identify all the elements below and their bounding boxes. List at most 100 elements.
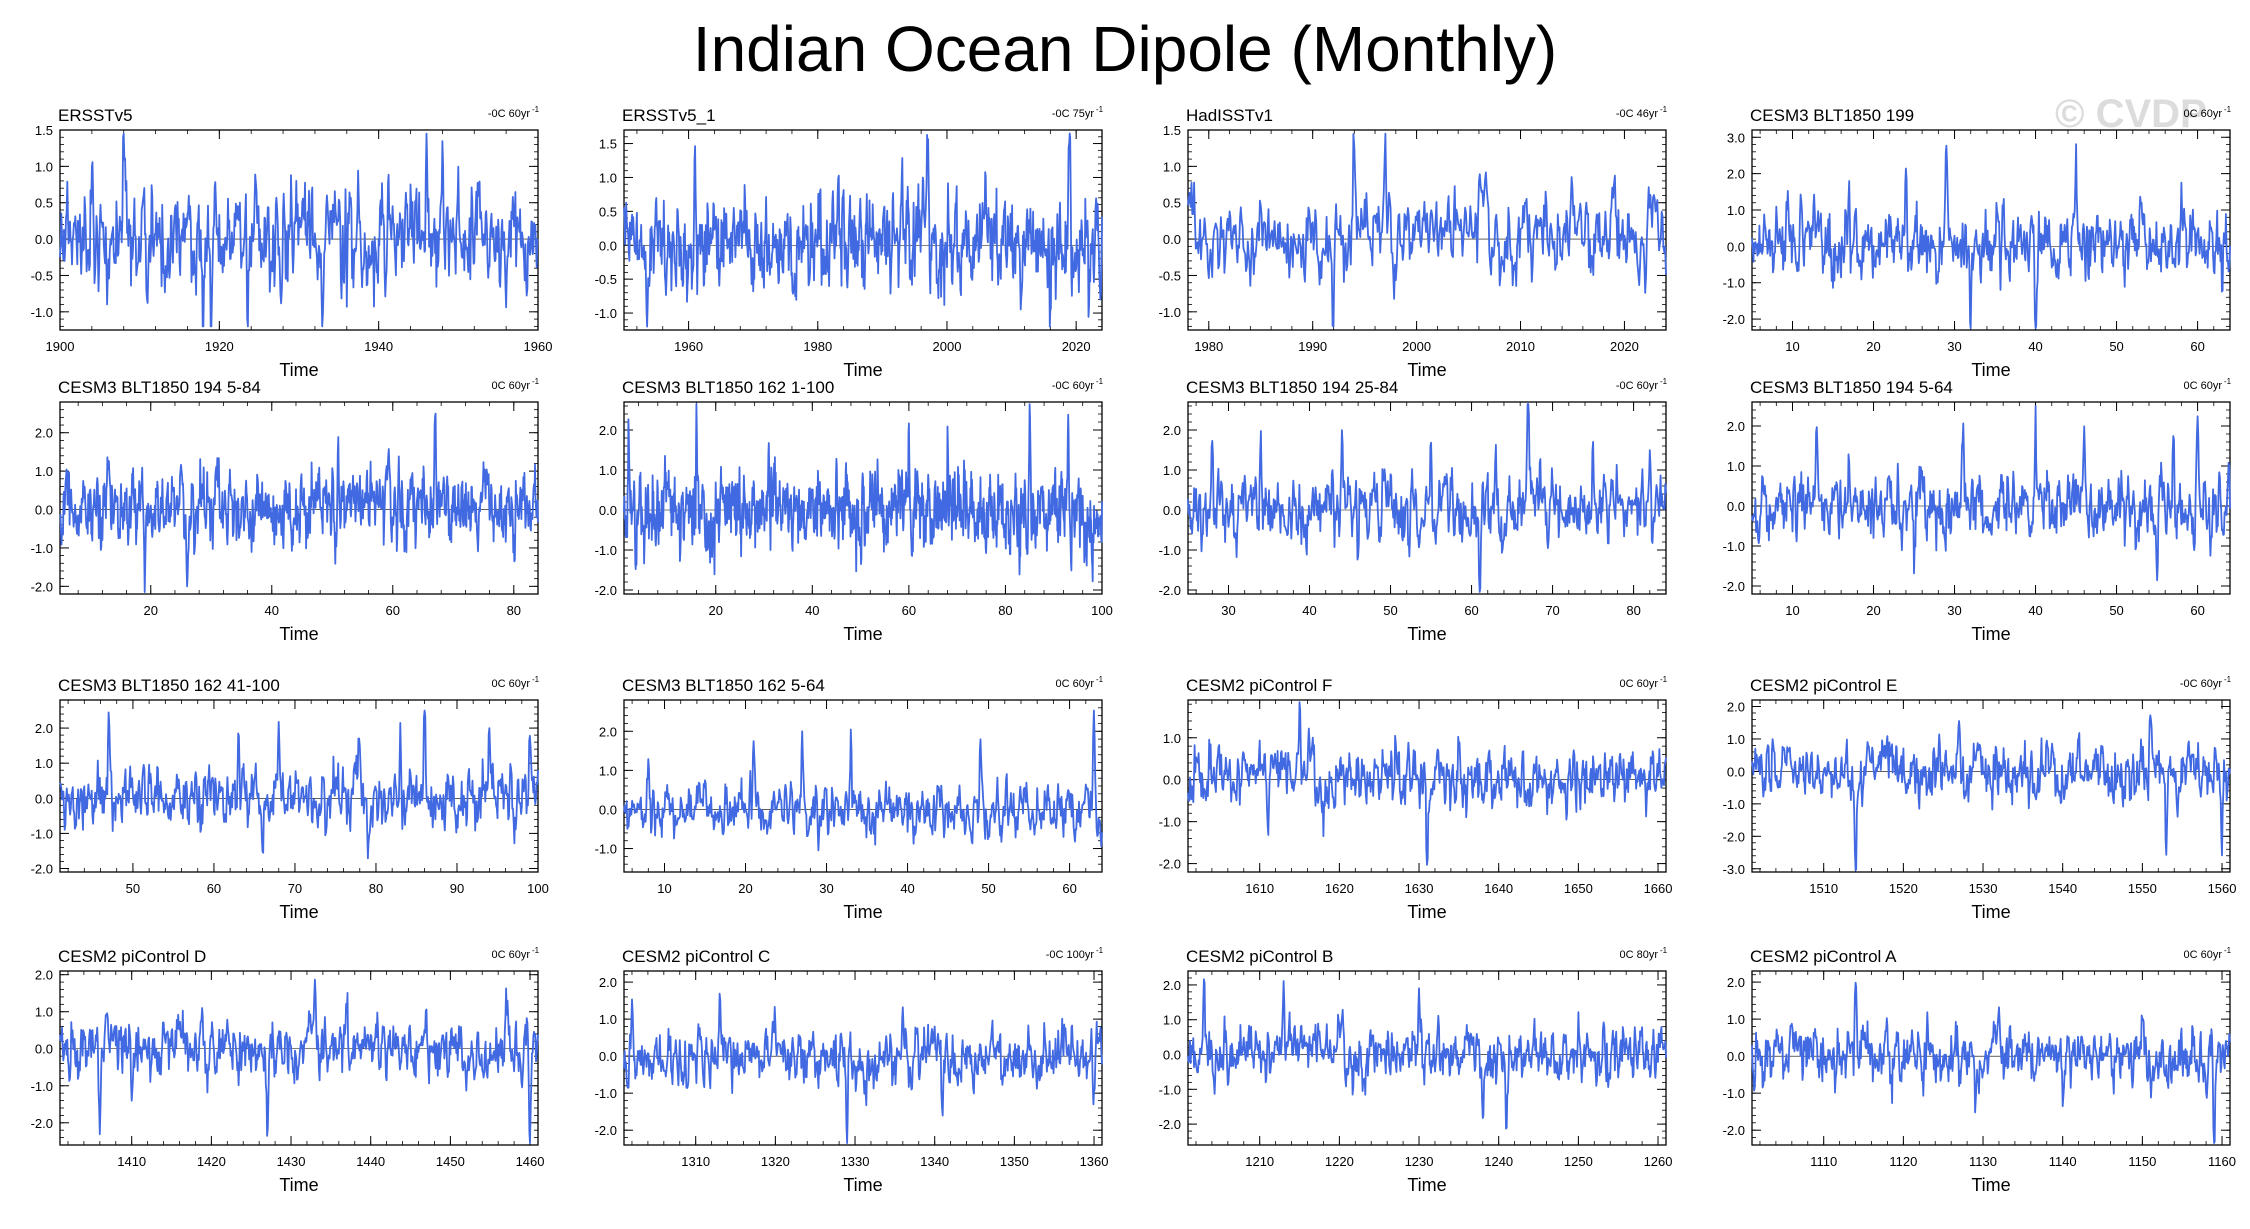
x-tick-label: 1900 <box>46 339 75 354</box>
y-tick-label: -1.0 <box>595 1086 617 1101</box>
y-tick-label: 1.0 <box>599 463 617 478</box>
x-tick-label: 1990 <box>1298 339 1327 354</box>
iod-series-line <box>59 412 539 593</box>
panel-title: CESM3 BLT1850 194 5-84 <box>58 378 261 397</box>
x-tick-label: 40 <box>265 603 279 618</box>
panel-title: CESM3 BLT1850 162 1-100 <box>622 378 834 397</box>
trend-label: 0C 60yr <box>2183 380 2222 392</box>
y-tick-label: -0.5 <box>595 272 617 287</box>
panel-title: CESM2 piControl B <box>1186 947 1333 966</box>
y-tick-label: 1.0 <box>599 763 617 778</box>
trend-label: -0C 75yr <box>1052 108 1095 120</box>
x-tick-label: 90 <box>450 881 464 896</box>
x-axis-label: Time <box>279 360 318 380</box>
iod-series-line <box>623 992 1103 1144</box>
panel-4: CESM3 BLT1850 199 0C 60yr -1 -2.0 -1.0 0.0 1.0… <box>1723 105 2232 380</box>
iod-series-line <box>623 132 1103 328</box>
trend-label: 0C 60yr <box>491 380 530 392</box>
y-tick-label: -1.0 <box>31 305 53 320</box>
y-tick-label: 2.0 <box>1727 699 1745 714</box>
trend-unit-superscript: -1 <box>1096 377 1104 386</box>
y-tick-label: 1.0 <box>1727 203 1745 218</box>
y-tick-label: 1.0 <box>35 159 53 174</box>
x-tick-label: 1310 <box>681 1154 710 1169</box>
y-tick-label: 0.0 <box>1163 232 1181 247</box>
y-tick-label: 1.0 <box>599 1012 617 1027</box>
x-tick-label: 1510 <box>1809 881 1838 896</box>
x-tick-label: 1540 <box>2048 881 2077 896</box>
y-tick-label: 2.0 <box>1727 419 1745 434</box>
trend-label: -0C 60yr <box>1052 380 1095 392</box>
y-tick-label: -2.0 <box>1159 857 1181 872</box>
y-tick-label: 0.0 <box>1727 1049 1745 1064</box>
panel-1: ERSSTv5 -0C 60yr -1 -1.0 -0.5 0.0 0.5 1.0 1.5 190… <box>31 105 553 380</box>
x-tick-label: 1230 <box>1405 1154 1434 1169</box>
x-tick-label: 2020 <box>1062 339 1091 354</box>
y-tick-label: -0.5 <box>31 268 53 283</box>
x-tick-label: 100 <box>527 881 549 896</box>
plot-frame <box>1751 699 2231 873</box>
trend-unit-superscript: -1 <box>2224 105 2232 114</box>
iod-series-line <box>1751 143 2231 330</box>
panel-13: CESM2 piControl D 0C 60yr -1 -2.0 -1.0 0.0 1.0… <box>31 946 545 1195</box>
x-tick-label: 70 <box>1545 603 1559 618</box>
x-tick-label: 1920 <box>205 339 234 354</box>
x-tick-label: 1960 <box>524 339 553 354</box>
x-tick-label: 80 <box>507 603 521 618</box>
trend-label: 0C 60yr <box>2183 949 2222 961</box>
x-tick-label: 1150 <box>2128 1154 2156 1169</box>
y-tick-label: 0.5 <box>599 204 617 219</box>
x-tick-label: 1330 <box>841 1154 870 1169</box>
trend-unit-superscript: -1 <box>2224 377 2232 386</box>
x-tick-label: 40 <box>2028 603 2042 618</box>
trend-unit-superscript: -1 <box>532 377 540 386</box>
x-tick-label: 60 <box>386 603 400 618</box>
x-tick-label: 80 <box>369 881 383 896</box>
x-axis-label: Time <box>843 1175 882 1195</box>
x-tick-label: 60 <box>207 881 221 896</box>
panel-16: CESM2 piControl A 0C 60yr -1 -2.0 -1.0 0.0 1.0… <box>1723 946 2236 1195</box>
y-tick-label: 2.0 <box>599 975 617 990</box>
x-tick-label: 1940 <box>364 339 393 354</box>
panel-11: CESM2 piControl F 0C 60yr -1 -2.0 -1.0 0.0 1.0… <box>1159 675 1673 922</box>
y-tick-label: -2.0 <box>1159 583 1181 598</box>
x-tick-label: 1530 <box>1969 881 1998 896</box>
trend-label: -0C 100yr <box>1046 949 1095 961</box>
y-tick-label: -2.0 <box>31 861 53 876</box>
x-axis-label: Time <box>1407 1175 1446 1195</box>
x-tick-label: 1440 <box>356 1154 385 1169</box>
trend-label: 0C 60yr <box>1055 678 1094 690</box>
x-tick-label: 1340 <box>920 1154 949 1169</box>
trend-unit-superscript: -1 <box>1660 675 1668 684</box>
y-tick-label: 1.5 <box>35 123 53 138</box>
x-tick-label: 40 <box>2028 339 2042 354</box>
y-tick-label: 1.0 <box>1163 159 1181 174</box>
x-axis-label: Time <box>1971 360 2010 380</box>
x-tick-label: 60 <box>2190 603 2204 618</box>
trend-label: 0C 60yr <box>491 678 530 690</box>
y-tick-label: -1.0 <box>31 1079 53 1094</box>
trend-label: -0C 46yr <box>1616 108 1659 120</box>
trend-label: 0C 60yr <box>2183 108 2222 120</box>
x-tick-label: 40 <box>1302 603 1316 618</box>
x-tick-label: 1610 <box>1245 881 1274 896</box>
y-tick-label: -1.0 <box>31 541 53 556</box>
x-tick-label: 1110 <box>1810 1154 1837 1169</box>
x-tick-label: 50 <box>126 881 140 896</box>
plot-frame <box>59 129 539 331</box>
trend-label: 0C 60yr <box>491 949 530 961</box>
y-tick-label: 1.0 <box>35 464 53 479</box>
y-tick-label: 1.0 <box>35 756 53 771</box>
y-tick-label: 2.0 <box>1727 167 1745 182</box>
y-tick-label: 1.5 <box>599 137 617 152</box>
x-tick-label: 1350 <box>1000 1154 1029 1169</box>
y-tick-label: 1.0 <box>1727 1012 1745 1027</box>
y-tick-label: -0.5 <box>1159 268 1181 283</box>
trend-unit-superscript: -1 <box>532 675 540 684</box>
y-tick-label: 2.0 <box>599 423 617 438</box>
iod-series-line <box>59 978 539 1144</box>
x-tick-label: 1160 <box>2208 1154 2236 1169</box>
x-tick-label: 50 <box>981 881 995 896</box>
panel-12: CESM2 piControl E -0C 60yr -1 -3.0 -2.0 -1.0 0… <box>1723 675 2237 922</box>
y-tick-label: 0.0 <box>599 503 617 518</box>
